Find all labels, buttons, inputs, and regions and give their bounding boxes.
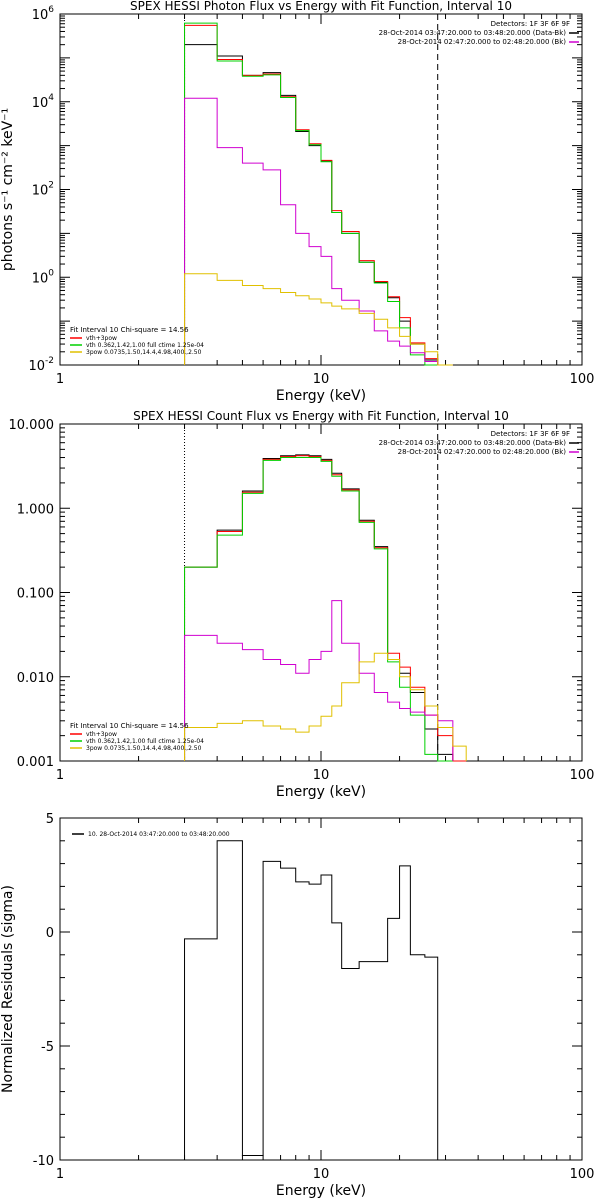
y-tick-base: 10: [28, 359, 45, 374]
y-tick-exponent: 6: [48, 5, 54, 15]
y-tick-label: 106: [32, 5, 55, 23]
y-tick-label: 0.001: [17, 755, 54, 770]
y-axis-label: photons s⁻¹ cm⁻² keV⁻¹: [0, 108, 16, 271]
y-tick-label: -10: [33, 1154, 54, 1169]
series-3-step-line: [184, 97, 453, 366]
x-tick-label: 1: [56, 372, 64, 387]
y-tick-label: 0.100: [17, 587, 54, 602]
y-tick-label: -5: [41, 1040, 54, 1055]
plot-frame: [59, 817, 583, 1161]
y-tick-label: 1.000: [17, 502, 54, 517]
y-tick-base: 10: [32, 96, 49, 111]
x-tick-label: 100: [570, 1167, 595, 1182]
fit-legend-label: vth 0.362,1.42,1.00 full ctime 1.25e-04: [86, 342, 204, 349]
y-tick-label: 10.000: [9, 418, 55, 433]
residuals-panel: 1 10 100 -10 -5 0 5 Energy (keV) Normalized Resi…: [0, 812, 594, 1199]
y-tick-label: 104: [32, 93, 55, 111]
x-tick-label: 1: [56, 1167, 64, 1182]
y-tick-exponent: 0: [48, 268, 54, 278]
y-tick-label: 102: [32, 181, 54, 199]
series-4-step-line: [184, 273, 453, 366]
detectors-label: Detectors: 1F 3F 6F 9F: [491, 430, 570, 438]
x-tick-label: 10: [313, 1167, 330, 1182]
x-tick-label: 100: [570, 768, 595, 783]
y-tick-label: 100: [32, 268, 55, 286]
y-tick-label: 10-2: [28, 356, 54, 374]
y-tick-base: 10: [32, 184, 49, 199]
series-4-step-line: [184, 652, 467, 761]
chart-title: SPEX HESSI Count Flux vs Energy with Fit…: [133, 409, 509, 423]
detectors-label: Detectors: 1F 3F 6F 9F: [491, 20, 570, 28]
time-legend-label: 28-Oct-2014 03:47:20.000 to 03:48:20.000…: [379, 439, 567, 447]
series-2-step-line: [184, 22, 438, 366]
y-tick-exponent: 2: [48, 181, 54, 191]
fit-legend-label: vth+3pow: [86, 335, 117, 342]
series-3-step-line: [184, 600, 454, 761]
fit-summary-label: Fit Interval 10 Chi-square = 14.56: [70, 326, 189, 334]
time-legend-label: 28-Oct-2014 03:47:20.000 to 03:48:20.000…: [379, 29, 567, 37]
x-axis-label: Energy (keV): [276, 1183, 366, 1199]
x-tick-label: 100: [570, 372, 595, 387]
x-tick-label: 1: [56, 768, 64, 783]
y-tick-exponent: -2: [45, 356, 54, 366]
count-flux-panel: 1 10 100 0.001 0.010 0.100 1.000 10.000 SPEX HES…: [9, 409, 595, 800]
fit-legend-label: 3pow 0.0735,1.50,14.4,4.98,400.,2.50: [86, 745, 202, 752]
y-axis-label: Normalized Residuals (sigma): [0, 885, 16, 1093]
fit-legend-label: vth+3pow: [86, 731, 117, 738]
time-legend-label: 28-Oct-2014 02:47:20.000 to 02:48:20.000…: [398, 448, 567, 456]
x-tick-label: 10: [313, 372, 330, 387]
y-tick-base: 10: [32, 8, 49, 23]
fit-legend-label: 3pow 0.0735,1.50,14.4,4.98,400.,2.50: [86, 349, 202, 356]
fit-summary-label: Fit Interval 10 Chi-square = 14.56: [70, 722, 189, 730]
series-2-step-line: [184, 457, 453, 762]
x-tick-label: 10: [313, 768, 330, 783]
time-legend-label: 10. 28-Oct-2014 03:47:20.000 to 03:48:20…: [88, 831, 230, 838]
y-tick-label: 0.010: [17, 671, 54, 686]
y-tick-label: 5: [46, 812, 54, 827]
fit-legend-label: vth 0.362,1.42,1.00 full ctime 1.25e-04: [86, 738, 204, 745]
series-0-step-line: [184, 840, 439, 1160]
time-legend-label: 28-Oct-2014 02:47:20.000 to 02:48:20.000…: [398, 38, 567, 46]
y-tick-base: 10: [32, 271, 49, 286]
y-tick-exponent: 4: [48, 93, 54, 103]
x-axis-label: Energy (keV): [276, 388, 366, 404]
plot-frame: [59, 13, 583, 366]
chart-title: SPEX HESSI Photon Flux vs Energy with Fi…: [130, 0, 512, 13]
plot-frame: [59, 423, 583, 762]
x-axis-label: Energy (keV): [276, 784, 366, 800]
y-tick-label: 0: [46, 926, 54, 941]
